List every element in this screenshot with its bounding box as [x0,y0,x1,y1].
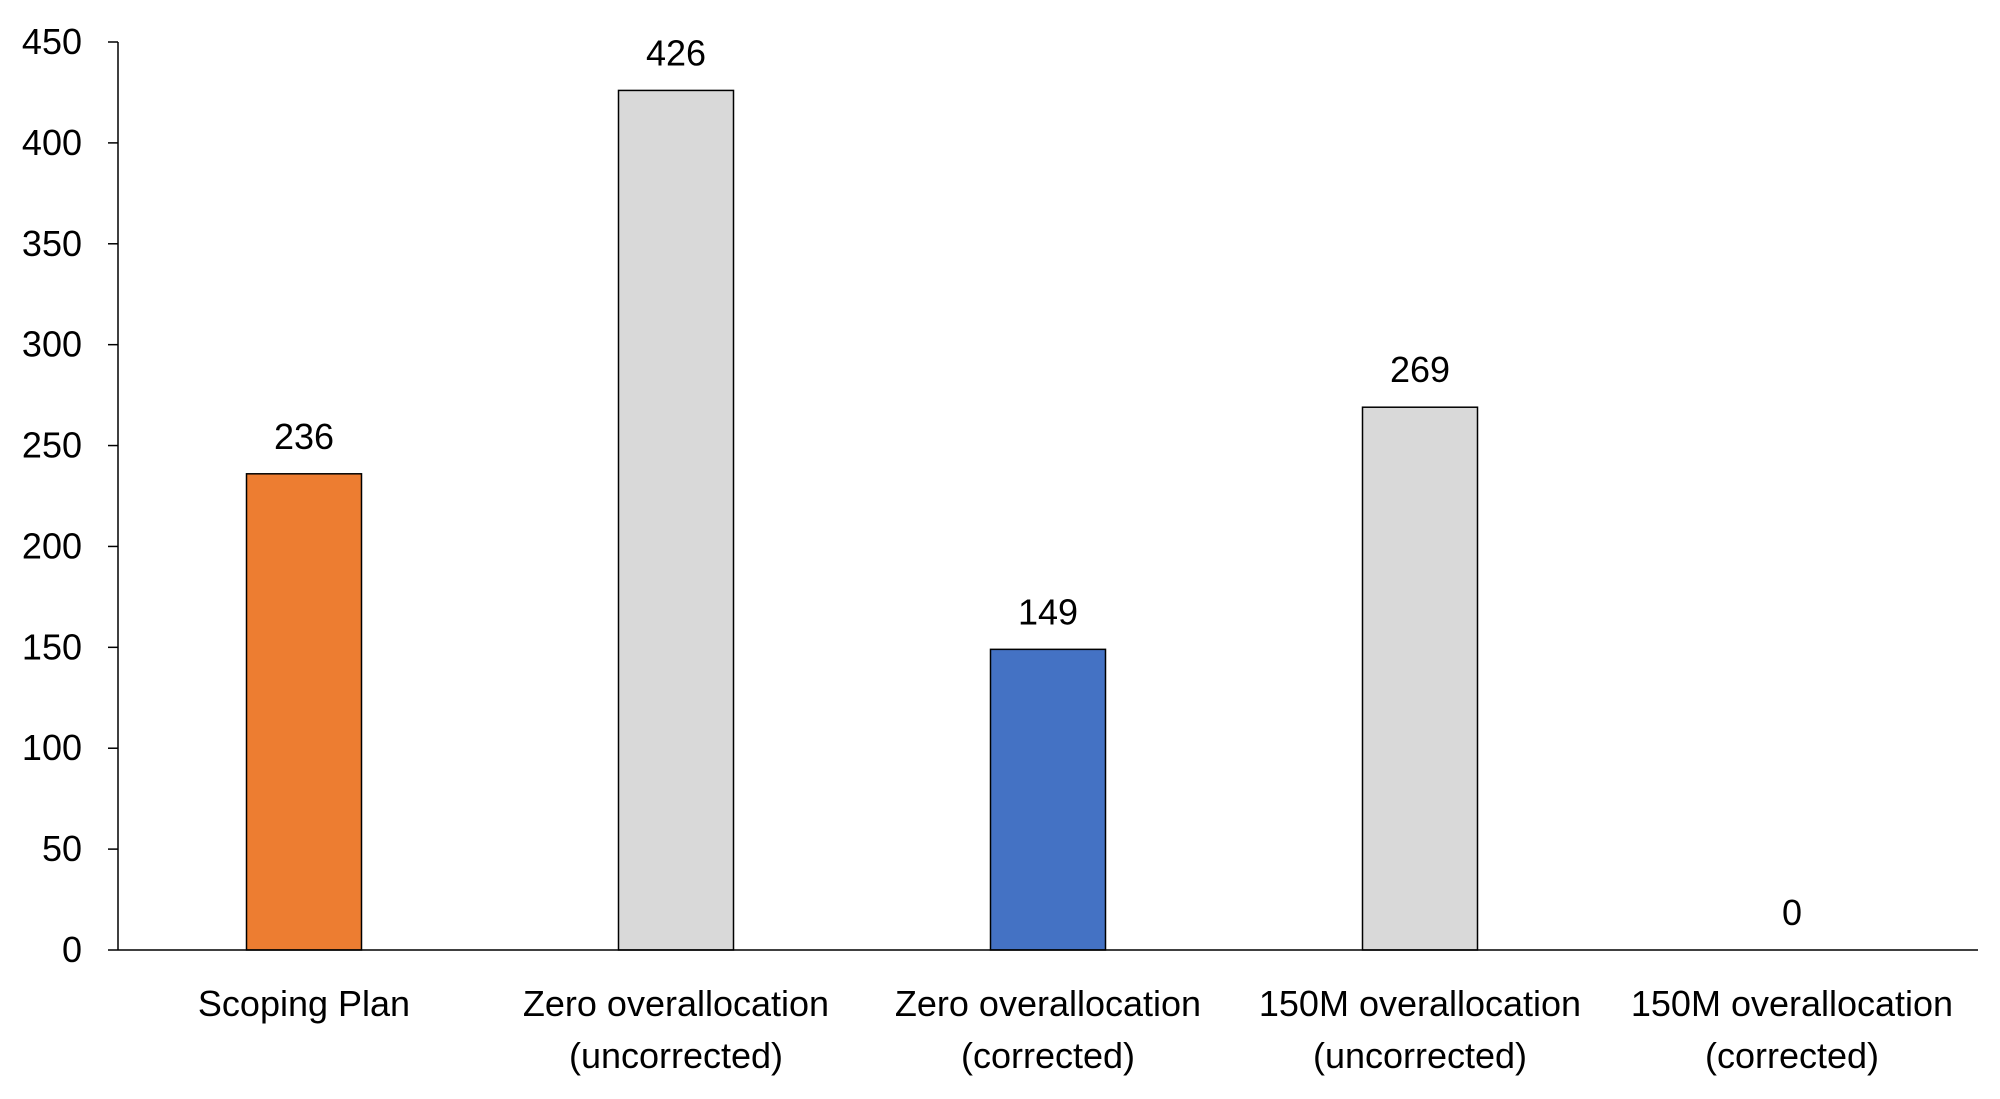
y-tick-label: 350 [22,223,82,264]
x-category-label-line: (uncorrected) [1313,1035,1527,1076]
y-tick-label: 0 [62,929,82,970]
x-axis: Scoping Plan Zero overallocation (uncorrec… [118,949,1978,1076]
data-label: 0 [1782,892,1802,933]
data-labels: 236 426 149 269 0 [274,32,1802,933]
x-category-label-line: 150M overallocation [1259,983,1581,1024]
data-label: 269 [1390,349,1450,390]
y-tick-label: 150 [22,626,82,667]
y-tick-label: 100 [22,727,82,768]
y-tick-label: 400 [22,122,82,163]
y-tick-label: 450 [22,21,82,62]
y-tick-label: 300 [22,324,82,365]
bar [989,648,1107,951]
y-tick-label: 50 [42,828,82,869]
y-axis: 0 50 100 150 200 250 300 350 400 450 [22,21,119,970]
bars [245,89,1479,951]
bar [245,473,363,951]
x-category-label: 150M overallocation (corrected) [1631,983,1953,1076]
data-label: 149 [1018,591,1078,632]
data-label: 426 [646,32,706,73]
x-category-label-line: Scoping Plan [198,983,410,1024]
x-category-label-line: (uncorrected) [569,1035,783,1076]
x-category-label: Zero overallocation (corrected) [895,983,1201,1076]
x-category-label-line: Zero overallocation [895,983,1201,1024]
data-label: 236 [274,416,334,457]
x-category-label-line: 150M overallocation [1631,983,1953,1024]
x-category-label-line: (corrected) [961,1035,1135,1076]
x-category-label: Zero overallocation (uncorrected) [523,983,829,1076]
bar [1361,406,1479,951]
x-category-label: 150M overallocation (uncorrected) [1259,983,1581,1076]
y-tick-label: 250 [22,425,82,466]
y-tick-label: 200 [22,525,82,566]
x-category-label-line: (corrected) [1705,1035,1879,1076]
x-category-label-line: Zero overallocation [523,983,829,1024]
x-category-label: Scoping Plan [198,983,410,1024]
bar [617,89,735,951]
